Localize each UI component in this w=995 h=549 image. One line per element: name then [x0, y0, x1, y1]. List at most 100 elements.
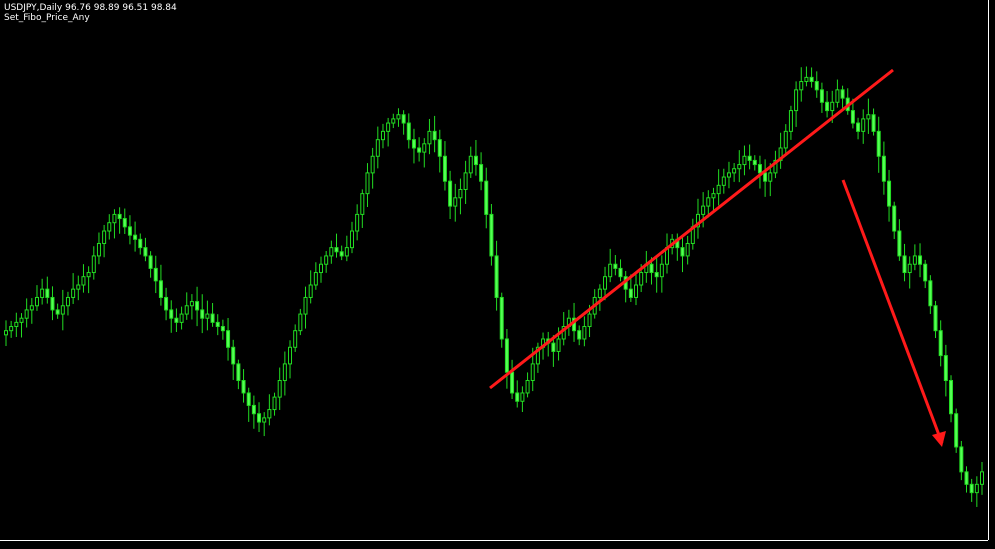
candle — [613, 255, 618, 276]
candle — [897, 219, 902, 261]
candle — [432, 115, 437, 153]
candle — [257, 402, 262, 433]
candle — [169, 300, 174, 333]
candle — [835, 79, 840, 108]
candle — [215, 314, 220, 336]
candle — [566, 309, 571, 336]
candle — [479, 152, 484, 191]
candle — [763, 159, 768, 197]
candle — [747, 144, 752, 170]
candle — [974, 476, 979, 507]
candle — [881, 141, 886, 195]
candle — [4, 320, 8, 346]
candle — [267, 394, 272, 426]
downtrend-arrow[interactable] — [841, 179, 944, 444]
candle — [850, 98, 855, 129]
candle — [117, 207, 122, 234]
candle — [19, 313, 24, 338]
candle — [396, 108, 401, 127]
candle — [706, 190, 711, 218]
candle — [608, 248, 613, 283]
candle — [453, 183, 458, 222]
candle — [241, 369, 246, 403]
candle — [339, 245, 344, 261]
candle — [349, 221, 354, 254]
candle — [582, 316, 587, 347]
candle — [422, 138, 427, 168]
candle — [918, 243, 923, 278]
candle — [122, 208, 127, 234]
candle — [210, 303, 215, 327]
price-axis[interactable] — [988, 0, 995, 540]
candle — [96, 232, 101, 265]
candle — [272, 392, 277, 416]
candle — [102, 224, 107, 258]
candle — [153, 255, 158, 294]
candle — [143, 237, 148, 262]
candle — [189, 294, 194, 320]
candle — [938, 320, 943, 367]
candle — [618, 259, 623, 282]
candle — [933, 300, 938, 339]
candle — [861, 109, 866, 144]
candle — [923, 259, 928, 289]
candle — [277, 367, 282, 410]
candle — [804, 66, 809, 87]
support-trendline[interactable] — [489, 68, 894, 390]
candle — [34, 285, 39, 311]
candle — [401, 110, 406, 135]
candle — [794, 81, 799, 127]
candle — [871, 108, 876, 136]
arrow-head-icon — [932, 431, 946, 447]
candle — [411, 128, 416, 164]
candle — [71, 273, 76, 304]
candle — [380, 123, 385, 149]
candle — [732, 163, 737, 182]
candle — [55, 303, 60, 319]
candle — [329, 240, 334, 264]
candle — [603, 266, 608, 301]
candle — [499, 292, 504, 348]
candle — [288, 340, 293, 379]
candle — [158, 264, 163, 306]
candle — [845, 88, 850, 115]
candle — [726, 161, 731, 189]
candle — [50, 286, 55, 321]
candle — [489, 203, 494, 266]
candle — [504, 329, 509, 389]
candle — [262, 412, 267, 437]
candle — [654, 257, 659, 293]
price-chart[interactable] — [0, 0, 988, 540]
candle — [484, 167, 489, 229]
candle — [954, 408, 959, 453]
candle — [205, 300, 210, 331]
candle — [525, 372, 530, 398]
candle — [60, 289, 65, 331]
candle — [127, 215, 132, 245]
candle — [819, 82, 824, 113]
indicator-label: Set_Fibo_Price_Any — [4, 13, 90, 23]
candle — [298, 308, 303, 336]
candle — [417, 137, 422, 162]
candle — [344, 235, 349, 262]
candle — [355, 204, 360, 241]
candle — [551, 335, 556, 367]
candle — [365, 163, 370, 208]
time-axis[interactable] — [0, 540, 988, 549]
candle — [375, 126, 380, 169]
candle — [959, 440, 964, 481]
candle — [200, 294, 205, 334]
candle — [964, 466, 969, 493]
candle — [91, 246, 96, 280]
candle — [680, 236, 685, 273]
symbol-header: USDJPY,Daily 96.76 98.89 96.51 98.84 — [4, 3, 177, 13]
candle — [520, 386, 525, 412]
candle — [783, 124, 788, 156]
candlestick-chart[interactable] — [0, 0, 988, 540]
candle — [386, 117, 391, 147]
candle — [928, 275, 933, 314]
candle — [303, 286, 308, 329]
candle — [107, 214, 112, 240]
candle — [887, 169, 892, 222]
